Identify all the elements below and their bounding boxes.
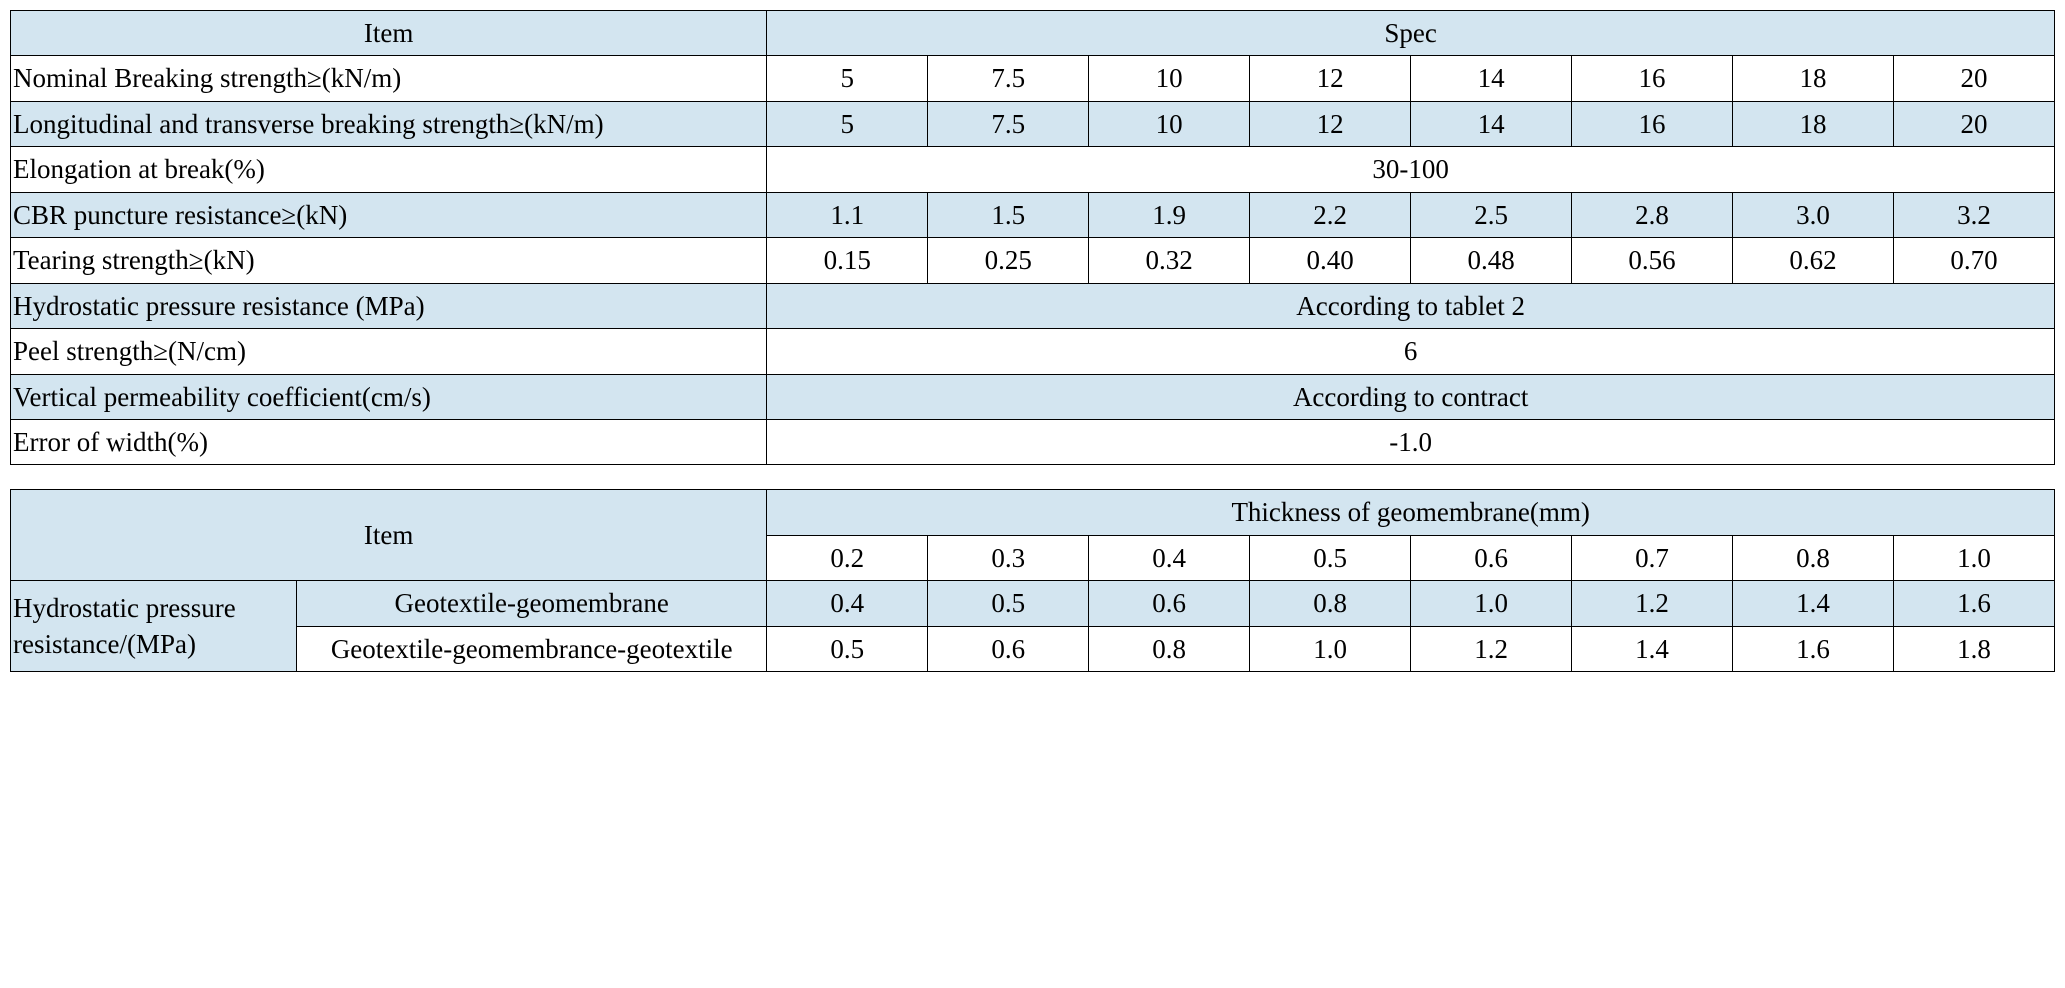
table-row-value: 7.5 (928, 101, 1089, 146)
table-row-value: 12 (1250, 101, 1411, 146)
table2-row-value: 1.0 (1411, 581, 1572, 626)
table-row-value: 7.5 (928, 56, 1089, 101)
table-row-label: Hydrostatic pressure resistance (MPa) (11, 283, 767, 328)
table-row-value: 18 (1733, 56, 1894, 101)
table-row-value: 6 (767, 329, 2055, 374)
table-row-value: According to tablet 2 (767, 283, 2055, 328)
table-row-value: 2.5 (1411, 192, 1572, 237)
table-row-value: 14 (1411, 101, 1572, 146)
table-row-value: 1.5 (928, 192, 1089, 237)
table-row-label: Nominal Breaking strength≥(kN/m) (11, 56, 767, 101)
table2-thickness-value: 0.5 (1250, 535, 1411, 580)
table-row-value: 0.62 (1733, 238, 1894, 283)
table-row-value: 30-100 (767, 147, 2055, 192)
table-row-value: 20 (1893, 56, 2054, 101)
table2-row-value: 0.6 (928, 626, 1089, 671)
spec-table: ItemSpecNominal Breaking strength≥(kN/m)… (10, 10, 2055, 465)
table-row-label: Elongation at break(%) (11, 147, 767, 192)
table-row-value: 1.1 (767, 192, 928, 237)
table-row-value: According to contract (767, 374, 2055, 419)
table-row-value: 0.15 (767, 238, 928, 283)
table2-row-value: 1.6 (1733, 626, 1894, 671)
table1-header-spec: Spec (767, 11, 2055, 56)
table-row-value: 10 (1089, 101, 1250, 146)
table2-row-value: 0.6 (1089, 581, 1250, 626)
table-row-value: 2.2 (1250, 192, 1411, 237)
table2-thickness-value: 0.8 (1733, 535, 1894, 580)
table-row-label: Error of width(%) (11, 419, 767, 464)
table-row-value: 18 (1733, 101, 1894, 146)
thickness-table: ItemThickness of geomembrane(mm)0.20.30.… (10, 489, 2055, 672)
table-row-value: 0.48 (1411, 238, 1572, 283)
table2-thickness-value: 0.4 (1089, 535, 1250, 580)
table2-row-group-label: Hydrostatic pressure resistance/(MPa) (11, 581, 297, 672)
table-row-value: 0.32 (1089, 238, 1250, 283)
table2-header-item: Item (11, 490, 767, 581)
table-row-value: 1.9 (1089, 192, 1250, 237)
table-row-label: Vertical permeability coefficient(cm/s) (11, 374, 767, 419)
table-row-value: 0.56 (1572, 238, 1733, 283)
table2-thickness-value: 0.6 (1411, 535, 1572, 580)
table2-row-value: 0.8 (1089, 626, 1250, 671)
table-row-value: 0.25 (928, 238, 1089, 283)
table-row-label: Peel strength≥(N/cm) (11, 329, 767, 374)
table2-row-value: 1.6 (1893, 581, 2054, 626)
table-row-value: 5 (767, 56, 928, 101)
table2-thickness-value: 0.7 (1572, 535, 1733, 580)
table-row-value: 16 (1572, 101, 1733, 146)
table-row-value: -1.0 (767, 419, 2055, 464)
table-row-value: 20 (1893, 101, 2054, 146)
table2-thickness-value: 1.0 (1893, 535, 2054, 580)
table2-header-thickness: Thickness of geomembrane(mm) (767, 490, 2055, 535)
table2-row-label: Geotextile-geomembrance-geotextile (297, 626, 767, 671)
table2-row-value: 1.2 (1411, 626, 1572, 671)
table-row-label: CBR puncture resistance≥(kN) (11, 192, 767, 237)
table2-row-value: 1.8 (1893, 626, 2054, 671)
table2-row-value: 0.4 (767, 581, 928, 626)
table2-row-value: 1.4 (1572, 626, 1733, 671)
table-row-value: 5 (767, 101, 928, 146)
table2-thickness-value: 0.3 (928, 535, 1089, 580)
table-row-value: 0.40 (1250, 238, 1411, 283)
table1-header-item: Item (11, 11, 767, 56)
table-row-value: 14 (1411, 56, 1572, 101)
table2-row-value: 1.2 (1572, 581, 1733, 626)
table-row-label: Tearing strength≥(kN) (11, 238, 767, 283)
table2-row-value: 1.4 (1733, 581, 1894, 626)
table2-row-value: 0.8 (1250, 581, 1411, 626)
table2-row-value: 1.0 (1250, 626, 1411, 671)
table2-thickness-value: 0.2 (767, 535, 928, 580)
table2-row-value: 0.5 (928, 581, 1089, 626)
table-row-value: 16 (1572, 56, 1733, 101)
table-row-value: 2.8 (1572, 192, 1733, 237)
table2-row-label: Geotextile-geomembrane (297, 581, 767, 626)
table-row-value: 0.70 (1893, 238, 2054, 283)
table-row-value: 12 (1250, 56, 1411, 101)
table2-row-value: 0.5 (767, 626, 928, 671)
table-row-value: 3.0 (1733, 192, 1894, 237)
table-row-value: 10 (1089, 56, 1250, 101)
table-row-value: 3.2 (1893, 192, 2054, 237)
table-row-label: Longitudinal and transverse breaking str… (11, 101, 767, 146)
